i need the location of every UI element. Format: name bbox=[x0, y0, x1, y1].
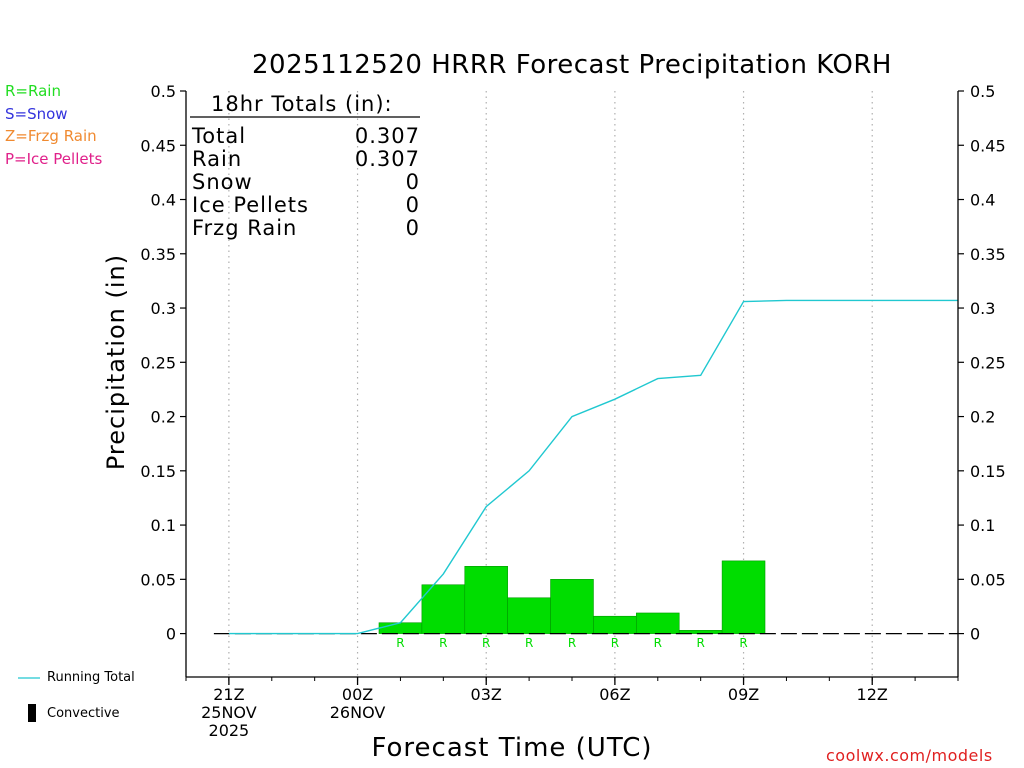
running-total-line bbox=[228, 299, 958, 635]
y-tick-label-right: 0 bbox=[970, 625, 980, 644]
y-tick-label-left: 0.5 bbox=[151, 82, 176, 101]
legend-rain: R=Rain bbox=[5, 82, 61, 100]
totals-row-freezing-rain: Frzg Rain 0 bbox=[192, 216, 420, 240]
totals-value: 0.307 bbox=[354, 124, 420, 148]
totals-label: Snow bbox=[192, 170, 253, 194]
chart-title: 2025112520 HRRR Forecast Precipitation K… bbox=[252, 50, 892, 80]
totals-label: Ice Pellets bbox=[192, 193, 309, 217]
y-tick-label-left: 0.05 bbox=[140, 570, 176, 589]
x-tick-label: 2025 bbox=[209, 721, 250, 740]
precip-bar bbox=[721, 560, 766, 634]
totals-value: 0 bbox=[405, 216, 420, 240]
y-tick-label-right: 0.25 bbox=[970, 353, 1006, 372]
totals-label: Rain bbox=[192, 147, 243, 171]
y-axis-label: Precipitation (in) bbox=[102, 253, 130, 471]
axis-ticks: 0 00.05 0.050.1 0.10.15 0.150.2 0.20.25 0.250.… bbox=[140, 82, 1005, 740]
x-tick-label: 12Z bbox=[857, 685, 888, 704]
precip-type-letter: R bbox=[568, 636, 576, 650]
totals-row-total: Total 0.307 bbox=[192, 124, 420, 148]
totals-value: 0 bbox=[405, 170, 420, 194]
x-tick-label: 03Z bbox=[471, 685, 502, 704]
y-tick-label-left: 0.35 bbox=[140, 245, 176, 264]
totals-row-rain: Rain 0.307 bbox=[192, 147, 420, 171]
convective-legend-swatch bbox=[28, 704, 36, 722]
totals-label: Frzg Rain bbox=[192, 216, 298, 240]
y-tick-label-right: 0.5 bbox=[970, 82, 995, 101]
y-tick-label-left: 0.1 bbox=[151, 516, 176, 535]
watermark: coolwx.com/models bbox=[826, 746, 993, 765]
y-tick-label-left: 0.4 bbox=[151, 191, 176, 210]
totals-value: 0.307 bbox=[354, 147, 420, 171]
precip-type-letter: R bbox=[611, 636, 619, 650]
precip-bar bbox=[507, 597, 551, 634]
precip-type-letter: R bbox=[396, 636, 404, 650]
precip-type-letter: R bbox=[439, 636, 447, 650]
y-tick-label-right: 0.15 bbox=[970, 462, 1006, 481]
precip-bar bbox=[378, 622, 423, 634]
x-axis-label: Forecast Time (UTC) bbox=[371, 733, 653, 763]
y-tick-label-left: 0 bbox=[166, 625, 176, 644]
totals-header: 18hr Totals (in): bbox=[211, 92, 393, 116]
legend-freezing-rain: Z=Frzg Rain bbox=[5, 127, 97, 145]
totals-label: Total bbox=[192, 124, 247, 148]
precip-type-letter: R bbox=[739, 636, 747, 650]
precip-type-letter: R bbox=[654, 636, 662, 650]
y-tick-label-right: 0.45 bbox=[970, 136, 1006, 155]
precip-type-letter: R bbox=[525, 636, 533, 650]
running-total-legend-label: Running Total bbox=[47, 670, 135, 685]
y-tick-label-right: 0.4 bbox=[970, 191, 995, 210]
precip-bar bbox=[550, 579, 594, 634]
precip-bar bbox=[636, 612, 680, 634]
y-tick-label-left: 0.15 bbox=[140, 462, 176, 481]
x-tick-label: 06Z bbox=[599, 685, 630, 704]
x-tick-label: 00Z bbox=[342, 685, 373, 704]
x-tick-label: 09Z bbox=[728, 685, 759, 704]
totals-row-ice-pellets: Ice Pellets 0 bbox=[192, 193, 420, 217]
y-tick-label-right: 0.35 bbox=[970, 245, 1006, 264]
y-tick-label-left: 0.2 bbox=[151, 408, 176, 427]
y-tick-label-left: 0.25 bbox=[140, 353, 176, 372]
x-tick-label: 21Z bbox=[213, 685, 244, 704]
legend-ice-pellets: P=Ice Pellets bbox=[5, 150, 103, 168]
totals-value: 0 bbox=[405, 193, 420, 217]
y-tick-label-right: 0.3 bbox=[970, 299, 995, 318]
convective-legend-label: Convective bbox=[47, 706, 120, 721]
precip-type-letter: R bbox=[696, 636, 704, 650]
y-tick-label-right: 0.1 bbox=[970, 516, 995, 535]
legend-snow: S=Snow bbox=[5, 105, 68, 123]
totals-row-snow: Snow 0 bbox=[192, 170, 420, 194]
y-tick-label-left: 0.45 bbox=[140, 136, 176, 155]
precip-bar bbox=[464, 566, 508, 634]
y-tick-label-right: 0.05 bbox=[970, 570, 1006, 589]
running-total-series bbox=[228, 299, 958, 635]
y-tick-label-left: 0.3 bbox=[151, 299, 176, 318]
legend-graphics bbox=[18, 116, 420, 722]
precip-bar bbox=[593, 615, 637, 634]
x-tick-label: 25NOV bbox=[201, 703, 257, 722]
precip-type-letter: R bbox=[482, 636, 490, 650]
precip-bar bbox=[421, 584, 466, 634]
y-tick-label-right: 0.2 bbox=[970, 408, 995, 427]
x-tick-label: 26NOV bbox=[330, 703, 386, 722]
